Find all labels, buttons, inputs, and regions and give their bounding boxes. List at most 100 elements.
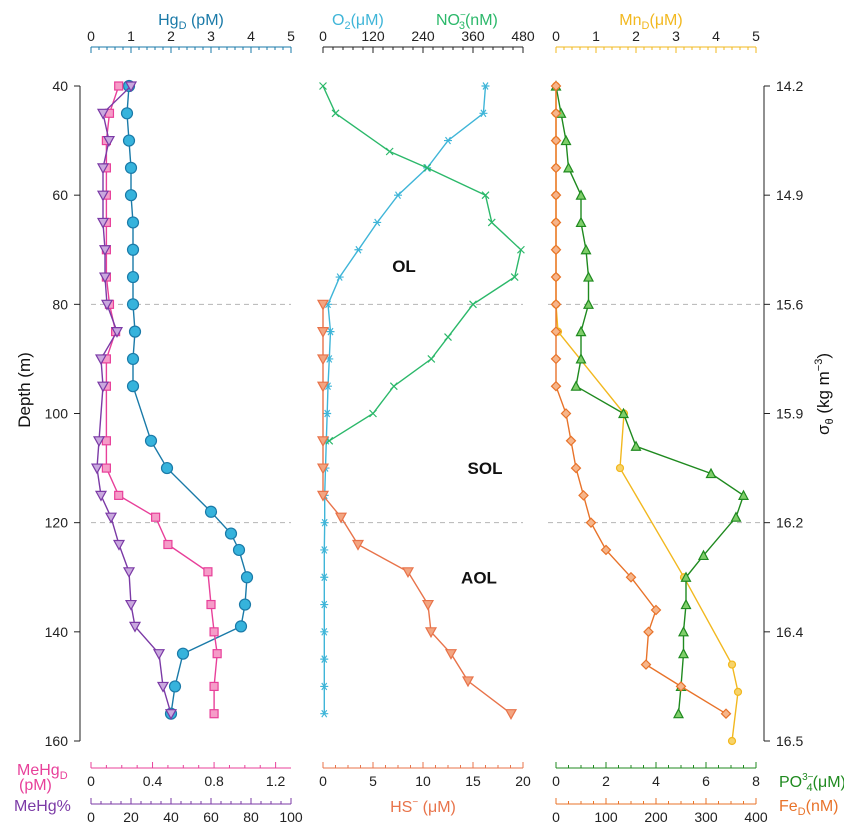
data-point-po4 <box>563 162 574 173</box>
axis-tick-label-mnd: 0 <box>552 28 560 44</box>
sigma-tick-label: 15.6 <box>776 296 803 312</box>
axis-tick-label-po4: 4 <box>652 773 660 789</box>
axis-title-fed: FeD(nM) <box>779 798 839 818</box>
data-point-fed <box>550 244 562 256</box>
data-point-mehgd <box>101 463 111 473</box>
data-point-hgd <box>126 216 140 229</box>
data-point-fed <box>643 626 654 638</box>
axis-title-hgd: HgD (pM) <box>158 12 224 32</box>
data-point-mehgpct <box>124 599 138 611</box>
axis-tick-label-o2: 360 <box>461 28 485 44</box>
data-point-mehgpct <box>112 539 126 551</box>
layer-label-ol: OL <box>392 257 416 276</box>
data-point-o2 <box>479 109 488 118</box>
data-point-no3 <box>427 354 436 363</box>
data-point-no3 <box>369 409 377 418</box>
series-line-fed <box>555 86 727 715</box>
data-point-hgd <box>126 243 140 256</box>
data-point-mehgpct <box>90 463 104 475</box>
data-point-po4 <box>570 380 582 391</box>
data-point-fed <box>550 162 562 174</box>
axis-title-no3: NO− 3(nM) <box>436 10 498 32</box>
data-point-mehgd <box>209 627 219 637</box>
data-point-no3 <box>319 82 327 90</box>
data-point-o2 <box>394 191 402 200</box>
axis-tick-label-mnd: 4 <box>712 28 720 44</box>
layer-label-sol: SOL <box>468 459 503 478</box>
axis-tick-label-no3: 480 <box>511 28 535 44</box>
data-point-hs <box>316 299 330 311</box>
axis-tick-label-o2: 0 <box>319 28 327 44</box>
data-point-mehgd <box>114 81 124 91</box>
sigma-tick-label: 16.2 <box>776 515 803 531</box>
data-point-hs <box>504 709 518 720</box>
sigma-tick-label: 16.4 <box>776 624 803 640</box>
data-point-hgd <box>160 461 174 475</box>
data-point-fed <box>600 544 612 556</box>
data-point-fed <box>550 80 562 92</box>
axis-title-mehgpct: MeHg% <box>14 798 71 815</box>
sigma-tick-label: 16.5 <box>776 733 803 749</box>
data-point-po4 <box>630 440 642 451</box>
data-point-mehgd <box>212 649 222 659</box>
axis-tick-label-hs: 20 <box>515 773 531 789</box>
data-point-hgd <box>126 380 140 393</box>
data-point-o2 <box>320 627 329 636</box>
axis-title-po4: PO3− 4(μM) <box>779 772 844 794</box>
data-point-hgd <box>240 571 254 584</box>
data-point-no3 <box>481 191 490 200</box>
data-point-mehgpct <box>102 135 116 147</box>
depth-axis-title: Depth (m) <box>15 352 34 428</box>
data-point-hs <box>421 599 435 611</box>
data-point-fed <box>650 604 662 616</box>
axis-title-hs: HS− (μM) <box>390 797 456 816</box>
axis-tick-label-hgd: 0 <box>87 28 95 44</box>
axis-tick-label-hgd: 1 <box>127 28 135 44</box>
axis-tick-label-o2: 120 <box>361 28 385 44</box>
data-point-no3 <box>469 300 477 309</box>
data-point-o2 <box>320 600 329 609</box>
data-point-o2 <box>481 82 490 90</box>
data-point-o2 <box>320 573 329 582</box>
data-point-hs <box>334 512 348 524</box>
data-point-hgd <box>122 134 136 147</box>
data-point-hgd <box>124 189 138 202</box>
data-point-hs <box>316 327 330 338</box>
series-line-no3 <box>322 85 522 442</box>
data-point-mehgd <box>151 512 161 522</box>
data-point-fed <box>550 298 562 310</box>
data-point-hgd <box>126 270 140 284</box>
data-point-o2 <box>320 709 329 718</box>
data-point-mnd <box>727 660 737 669</box>
data-point-fed <box>550 353 562 365</box>
data-point-no3 <box>331 109 340 118</box>
data-point-no3 <box>510 273 519 281</box>
depth-tick-label: 40 <box>52 78 68 94</box>
data-point-fed <box>550 380 562 392</box>
data-point-mehgpct <box>92 436 106 448</box>
data-point-fed <box>550 189 562 201</box>
depth-tick-label: 160 <box>45 733 69 749</box>
data-point-po4 <box>583 271 594 282</box>
data-point-o2 <box>326 327 335 336</box>
layer-label-aol: AOL <box>461 568 497 587</box>
axis-tick-label-mnd: 5 <box>752 28 760 44</box>
data-point-mehgpct <box>100 299 114 311</box>
data-point-o2 <box>320 682 329 691</box>
axis-tick-label-hs: 0 <box>319 773 327 789</box>
data-point-mehgd <box>206 599 216 610</box>
axis-title-unit-mehgd: (pM) <box>19 777 52 794</box>
data-point-fed <box>550 107 562 119</box>
axis-tick-label-mehgpct: 60 <box>203 809 219 825</box>
data-point-mehgpct <box>96 108 110 120</box>
axis-tick-label-po4: 2 <box>602 773 610 789</box>
depth-tick-label: 60 <box>52 187 68 203</box>
data-point-mehgpct <box>96 190 110 202</box>
data-point-fed <box>625 571 637 583</box>
data-point-po4 <box>680 598 692 610</box>
series-line-mehgpct <box>96 85 172 714</box>
data-point-mehgd <box>203 567 213 577</box>
data-point-fed <box>570 462 582 474</box>
axis-tick-label-mnd: 1 <box>592 28 600 44</box>
data-point-po4 <box>575 216 587 228</box>
